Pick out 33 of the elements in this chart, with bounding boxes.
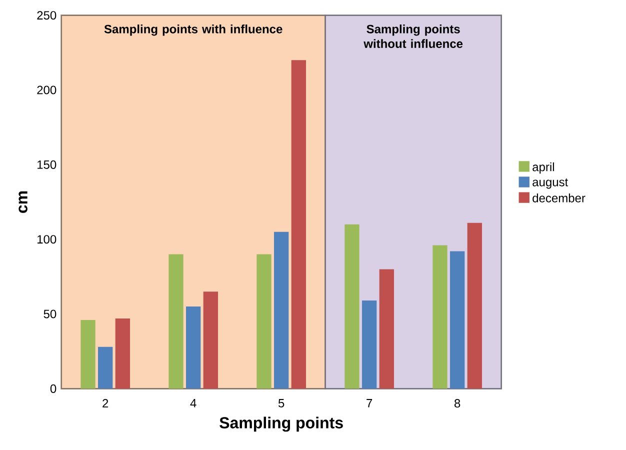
bar (186, 306, 201, 389)
bar (432, 245, 448, 389)
bar (98, 346, 113, 389)
y-axis-title: cm (18, 191, 28, 213)
bar (379, 269, 394, 389)
bar (274, 232, 289, 389)
bar (450, 251, 465, 389)
bar (80, 320, 96, 389)
legend-label: december (532, 194, 586, 202)
x-tick-label: 5 (278, 399, 284, 408)
bar (291, 60, 306, 389)
y-tick-label: 0 (50, 384, 56, 393)
bar (344, 224, 360, 389)
band-label: Sampling points with influence (104, 24, 282, 36)
x-axis-title: Sampling points (220, 416, 343, 432)
y-tick-label: 250 (37, 11, 56, 20)
legend-label: april (532, 162, 554, 174)
y-tick-label: 150 (38, 160, 56, 169)
x-tick-label: 8 (454, 399, 460, 408)
legend-label: august (532, 178, 568, 189)
bar (203, 292, 218, 389)
bar (115, 318, 130, 389)
bar (168, 254, 184, 389)
y-tick-label: 200 (37, 86, 56, 94)
bar (256, 254, 272, 389)
y-tick-label: 100 (38, 235, 56, 244)
x-tick-label: 7 (366, 399, 372, 408)
bar (467, 222, 482, 389)
bar (362, 300, 377, 389)
x-tick-label: 4 (190, 399, 196, 408)
y-tick-label: 50 (44, 310, 56, 318)
band-label: Sampling points without influence (364, 24, 463, 48)
x-tick-label: 2 (102, 399, 108, 408)
